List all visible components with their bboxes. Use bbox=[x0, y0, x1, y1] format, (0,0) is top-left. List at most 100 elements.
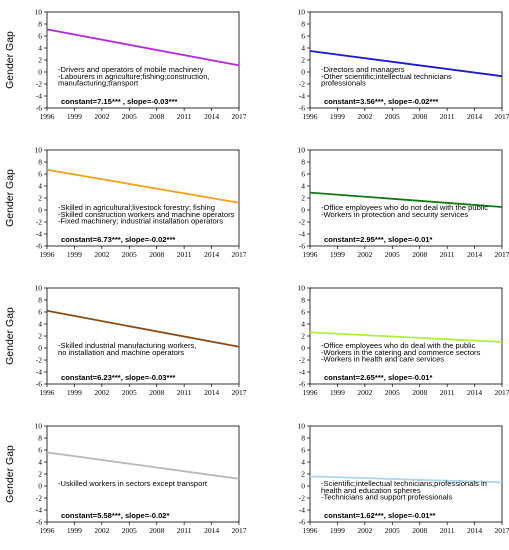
x-tick-label: 2002 bbox=[94, 388, 109, 397]
y-tick-label: 4 bbox=[38, 458, 42, 467]
x-tick-label: 1996 bbox=[303, 250, 318, 259]
y-tick-label: -6 bbox=[299, 518, 305, 527]
y-tick-label: -6 bbox=[299, 242, 305, 251]
x-tick-label: 2014 bbox=[467, 526, 482, 535]
chart-panel-7: -6 -4 -2 0 2 4 6 8 10 1996 1999 2002 2005 2008 2011 201… bbox=[4, 422, 247, 536]
y-tick-label: 6 bbox=[38, 308, 42, 317]
x-tick-label: 2008 bbox=[149, 250, 164, 259]
y-tick-label: -4 bbox=[299, 230, 305, 239]
x-tick-label: 2014 bbox=[467, 112, 482, 121]
x-tick-label: 2017 bbox=[495, 112, 509, 121]
occupation-annotation: -Skilled in agricultural;livestock fores… bbox=[58, 203, 215, 212]
y-tick-label: 2 bbox=[38, 470, 42, 479]
y-tick-label: 8 bbox=[301, 296, 305, 305]
x-tick-label: 2011 bbox=[440, 112, 455, 121]
x-tick-label: 1996 bbox=[303, 526, 318, 535]
x-tick-label: 2005 bbox=[385, 526, 400, 535]
y-tick-label: 6 bbox=[38, 170, 42, 179]
y-tick-label: 2 bbox=[301, 332, 305, 341]
y-axis-label: Gender Gap bbox=[4, 169, 16, 227]
y-tick-label: -6 bbox=[36, 242, 42, 251]
plot-frame bbox=[309, 11, 503, 109]
y-tick-label: 4 bbox=[301, 44, 305, 53]
y-tick-label: -2 bbox=[299, 494, 305, 503]
x-tick-label: 2011 bbox=[440, 250, 455, 259]
x-tick-label: 2005 bbox=[385, 112, 400, 121]
y-tick-label: 8 bbox=[38, 296, 42, 305]
occupation-annotation: -Office employees who do not deal with t… bbox=[321, 203, 488, 212]
occupation-annotation: no installation and machine operators bbox=[58, 348, 184, 357]
x-tick-label: 2017 bbox=[495, 388, 509, 397]
occupation-annotation: -Labourers in agriculture;fishing;constr… bbox=[58, 72, 210, 81]
y-tick-label: 0 bbox=[38, 344, 42, 353]
x-tick-label: 2008 bbox=[412, 250, 427, 259]
trend-line bbox=[309, 475, 503, 484]
y-tick-label: -2 bbox=[299, 218, 305, 227]
y-tick-label: 2 bbox=[301, 56, 305, 65]
y-tick-label: 0 bbox=[38, 68, 42, 77]
regression-stats: constant=7.15*** , slope=-0.03*** bbox=[61, 97, 178, 106]
y-tick-label: -4 bbox=[36, 92, 42, 101]
y-tick-label: 10 bbox=[298, 146, 306, 155]
y-tick-label: -2 bbox=[299, 356, 305, 365]
x-tick-label: 2011 bbox=[177, 526, 192, 535]
x-tick-label: 2017 bbox=[495, 250, 509, 259]
x-tick-label: 2014 bbox=[204, 388, 219, 397]
trend-line bbox=[46, 28, 240, 67]
x-tick-label: 2005 bbox=[122, 250, 137, 259]
occupation-annotation: -Workers in protection and security serv… bbox=[321, 210, 468, 219]
y-tick-label: -2 bbox=[299, 80, 305, 89]
x-tick-label: 2017 bbox=[495, 526, 509, 535]
x-tick-label: 1999 bbox=[67, 112, 82, 121]
occupation-annotation: manufacturing;transport bbox=[58, 79, 139, 88]
x-tick-label: 2011 bbox=[177, 388, 192, 397]
y-tick-label: 8 bbox=[301, 20, 305, 29]
regression-stats: constant=1.62***, slope=-0.01** bbox=[324, 511, 435, 520]
y-tick-label: 2 bbox=[38, 194, 42, 203]
y-tick-label: 8 bbox=[301, 434, 305, 443]
x-tick-label: 2005 bbox=[385, 388, 400, 397]
regression-stats: constant=6.73***, slope=-0.02*** bbox=[61, 235, 175, 244]
y-tick-label: -2 bbox=[36, 356, 42, 365]
x-tick-label: 1996 bbox=[40, 250, 55, 259]
trend-line bbox=[309, 331, 503, 343]
occupation-annotation: -Technicians and support professionals bbox=[321, 493, 452, 502]
y-tick-label: -4 bbox=[299, 92, 305, 101]
trend-line bbox=[309, 191, 503, 208]
chart-panel-6: -6 -4 -2 0 2 4 6 8 10 1996 1999 2002 2005 2008 2011 201… bbox=[298, 284, 509, 398]
x-tick-label: 2017 bbox=[232, 250, 247, 259]
x-tick-label: 2002 bbox=[357, 112, 372, 121]
x-tick-label: 2014 bbox=[467, 250, 482, 259]
occupation-annotation: -Fixed machinery; industrial installatio… bbox=[58, 217, 223, 226]
plot-frame bbox=[309, 149, 503, 247]
x-tick-label: 2002 bbox=[94, 250, 109, 259]
chart-panel-2: -6 -4 -2 0 2 4 6 8 10 1996 1999 2002 2005 2008 2011 201… bbox=[298, 8, 509, 122]
y-tick-label: 0 bbox=[38, 482, 42, 491]
regression-stats: constant=3.56***, slope=-0.02*** bbox=[324, 97, 438, 106]
trend-line bbox=[309, 50, 503, 78]
y-tick-label: 10 bbox=[298, 422, 306, 431]
y-tick-label: -2 bbox=[36, 80, 42, 89]
x-tick-label: 1996 bbox=[40, 112, 55, 121]
chart-panel-1: -6 -4 -2 0 2 4 6 8 10 1996 1999 2002 2005 2008 2011 201… bbox=[4, 8, 247, 122]
trend-line bbox=[46, 309, 240, 348]
occupation-annotation: professionals bbox=[321, 79, 366, 88]
y-tick-label: -2 bbox=[36, 218, 42, 227]
x-tick-label: 2014 bbox=[467, 388, 482, 397]
x-tick-label: 2014 bbox=[204, 112, 219, 121]
x-tick-label: 2014 bbox=[204, 526, 219, 535]
y-tick-label: 2 bbox=[38, 332, 42, 341]
x-tick-label: 2008 bbox=[149, 388, 164, 397]
regression-stats: constant=2.65***, slope=-0.01* bbox=[324, 373, 433, 382]
x-tick-label: 2011 bbox=[177, 250, 192, 259]
y-tick-label: 4 bbox=[38, 182, 42, 191]
y-axis-label: Gender Gap bbox=[4, 307, 16, 365]
y-tick-label: 4 bbox=[301, 320, 305, 329]
y-tick-label: 4 bbox=[301, 458, 305, 467]
x-tick-label: 1999 bbox=[67, 526, 82, 535]
y-tick-label: 0 bbox=[301, 206, 305, 215]
occupation-annotation: -Office employees who do deal with the p… bbox=[321, 341, 476, 350]
y-axis-label: Gender Gap bbox=[4, 31, 16, 89]
y-tick-label: -4 bbox=[299, 506, 305, 515]
